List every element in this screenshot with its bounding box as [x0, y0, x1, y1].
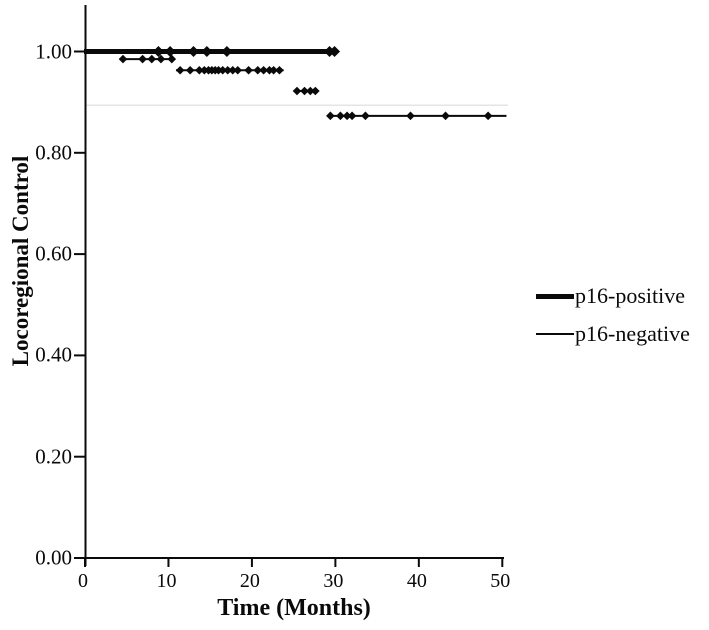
- censor-mark: [306, 86, 315, 96]
- thin-line-swatch: [536, 333, 574, 335]
- censor-mark: [201, 46, 213, 57]
- x-tick-label: 20: [239, 570, 260, 592]
- legend-label-p16-positive: p16-positive: [575, 283, 685, 308]
- censor-mark: [269, 65, 278, 75]
- censor-mark: [311, 86, 320, 96]
- legend: p16-positive p16-negative: [536, 282, 690, 348]
- censor-mark: [326, 111, 335, 121]
- x-axis-title: Time (Months): [217, 595, 371, 621]
- censor-mark: [218, 65, 228, 75]
- y-tick-label: 0.00: [35, 545, 72, 570]
- censor-mark: [233, 65, 243, 75]
- censor-mark: [138, 54, 147, 64]
- censor-mark: [336, 111, 345, 121]
- x-tick-label: 30: [323, 570, 344, 592]
- censor-mark: [185, 65, 195, 75]
- censor-mark: [152, 46, 164, 57]
- y-tick-label: 0.20: [35, 444, 72, 469]
- legend-item-p16-positive: p16-positive: [536, 282, 690, 310]
- censor-mark: [156, 54, 166, 64]
- thick-line-swatch: [536, 293, 574, 299]
- censor-mark: [406, 111, 415, 121]
- censor-mark: [147, 54, 157, 64]
- censor-mark: [221, 46, 233, 57]
- censor-mark: [187, 46, 199, 57]
- censor-mark: [292, 86, 302, 96]
- censor-mark: [361, 111, 370, 121]
- y-axis-title: Locoregional Control: [8, 155, 33, 367]
- censor-mark: [441, 111, 450, 121]
- censor-mark: [275, 65, 284, 75]
- censor-mark: [244, 65, 253, 75]
- y-tick-label: 0.80: [35, 140, 72, 165]
- censor-mark: [347, 111, 357, 121]
- censor-mark: [223, 65, 233, 75]
- censor-mark: [342, 111, 352, 121]
- legend-label-p16-negative: p16-negative: [575, 321, 690, 346]
- censor-mark: [300, 86, 309, 96]
- censor-mark: [329, 46, 341, 57]
- y-tick-label: 0.60: [35, 241, 72, 266]
- censor-mark: [483, 111, 493, 121]
- x-tick-label: 10: [156, 570, 177, 592]
- x-tick-label: 40: [406, 570, 427, 592]
- censor-mark: [228, 65, 238, 75]
- censor-mark: [118, 54, 128, 64]
- censor-mark: [253, 65, 263, 75]
- y-tick-label: 0.40: [35, 342, 72, 367]
- censor-mark: [259, 65, 268, 75]
- censor-mark: [167, 54, 177, 64]
- legend-item-p16-negative: p16-negative: [536, 320, 690, 348]
- censor-mark: [164, 46, 176, 57]
- x-tick-label: 0: [78, 570, 88, 592]
- censor-mark: [195, 65, 204, 75]
- censor-mark: [175, 65, 185, 75]
- x-tick-label: 50: [490, 570, 511, 592]
- y-tick-label: 1.00: [35, 39, 72, 63]
